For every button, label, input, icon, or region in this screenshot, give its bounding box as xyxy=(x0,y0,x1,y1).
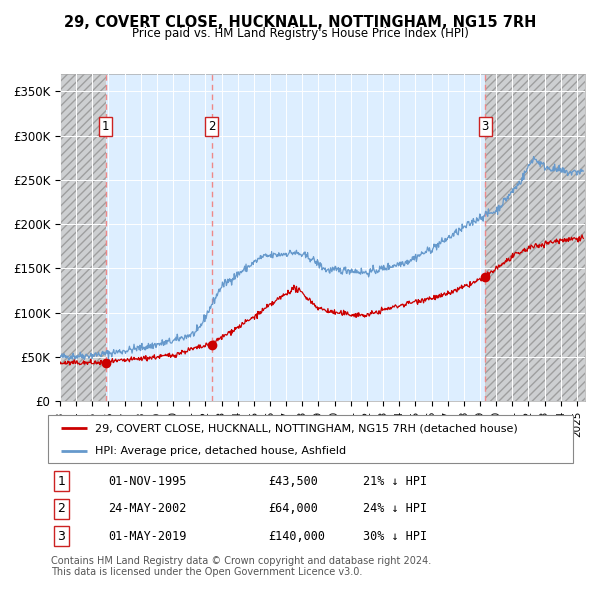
Text: 2: 2 xyxy=(57,502,65,516)
Text: 3: 3 xyxy=(57,530,65,543)
Text: 24-MAY-2002: 24-MAY-2002 xyxy=(109,502,187,516)
Text: 29, COVERT CLOSE, HUCKNALL, NOTTINGHAM, NG15 7RH: 29, COVERT CLOSE, HUCKNALL, NOTTINGHAM, … xyxy=(64,15,536,30)
Text: 29, COVERT CLOSE, HUCKNALL, NOTTINGHAM, NG15 7RH (detached house): 29, COVERT CLOSE, HUCKNALL, NOTTINGHAM, … xyxy=(95,423,518,433)
Text: Contains HM Land Registry data © Crown copyright and database right 2024.
This d: Contains HM Land Registry data © Crown c… xyxy=(51,556,431,578)
Text: 01-MAY-2019: 01-MAY-2019 xyxy=(109,530,187,543)
Text: HPI: Average price, detached house, Ashfield: HPI: Average price, detached house, Ashf… xyxy=(95,445,346,455)
Text: 24% ↓ HPI: 24% ↓ HPI xyxy=(363,502,427,516)
Text: 1: 1 xyxy=(102,120,110,133)
Text: 2: 2 xyxy=(208,120,215,133)
Bar xyxy=(60,74,106,401)
Text: 30% ↓ HPI: 30% ↓ HPI xyxy=(363,530,427,543)
Text: 21% ↓ HPI: 21% ↓ HPI xyxy=(363,475,427,488)
Text: £64,000: £64,000 xyxy=(269,502,319,516)
Text: 01-NOV-1995: 01-NOV-1995 xyxy=(109,475,187,488)
Text: £140,000: £140,000 xyxy=(269,530,325,543)
Text: 3: 3 xyxy=(482,120,489,133)
Text: 1: 1 xyxy=(57,475,65,488)
Text: £43,500: £43,500 xyxy=(269,475,319,488)
Bar xyxy=(485,74,585,401)
Text: Price paid vs. HM Land Registry's House Price Index (HPI): Price paid vs. HM Land Registry's House … xyxy=(131,27,469,40)
